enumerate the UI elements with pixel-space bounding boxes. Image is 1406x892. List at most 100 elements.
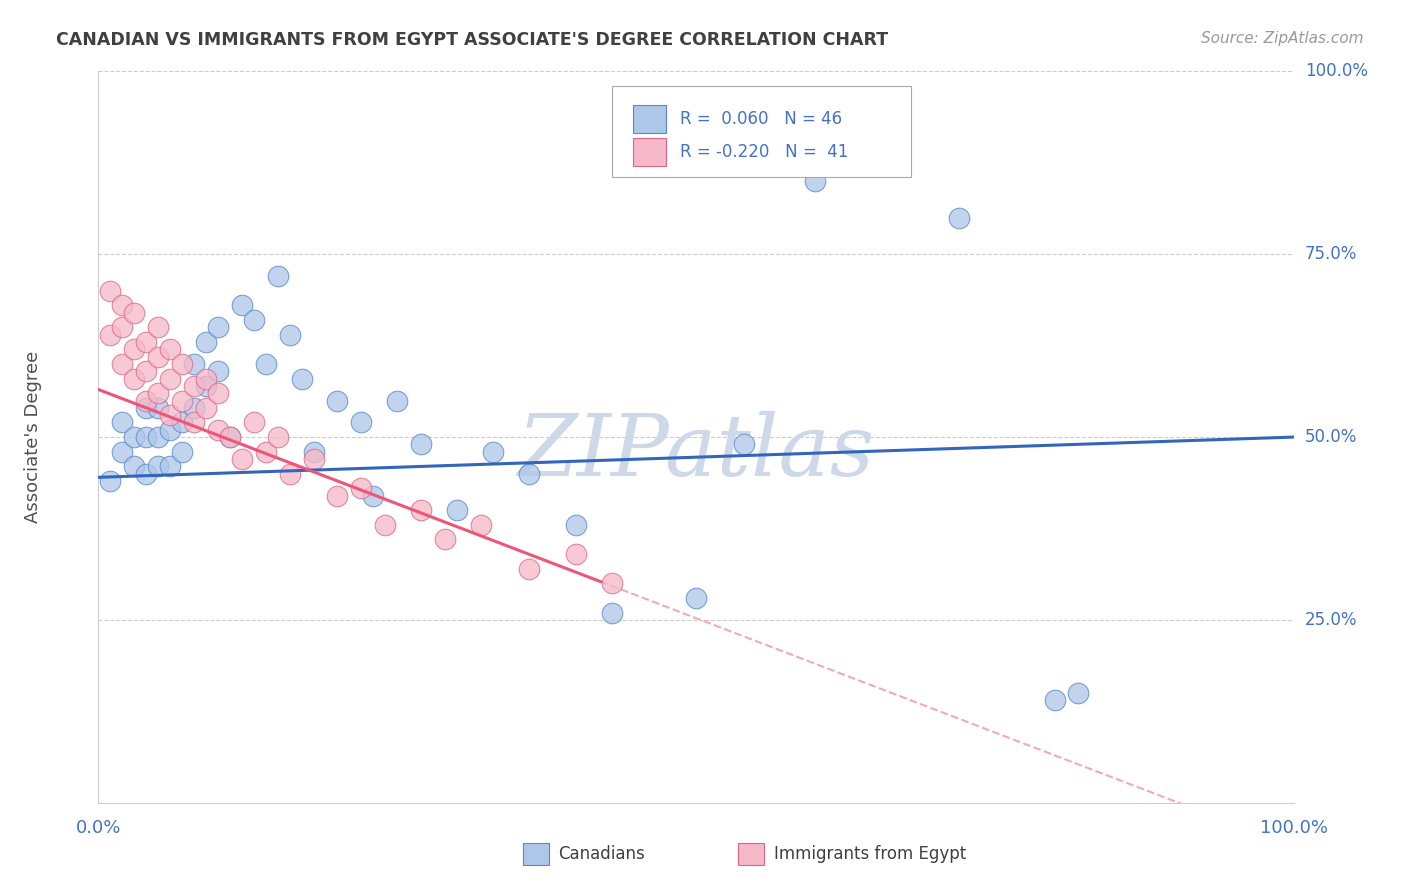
Point (195, 371, 218, 385)
Point (219, 430, 242, 444)
Text: 25.0%: 25.0% (1305, 611, 1357, 629)
Point (111, 444, 134, 458)
Point (135, 467, 157, 481)
Text: Associate's Degree: Associate's Degree (24, 351, 42, 524)
Point (852, 137, 875, 152)
Point (135, 364, 157, 378)
Point (207, 386, 229, 401)
Point (302, 452, 325, 467)
Point (135, 430, 157, 444)
Point (124, 306, 146, 320)
Point (231, 298, 253, 312)
Point (148, 386, 170, 401)
Point (219, 430, 242, 444)
Bar (633, 105, 666, 133)
Point (172, 444, 194, 458)
Point (565, 547, 588, 561)
Point (517, 562, 540, 576)
Text: CANADIAN VS IMMIGRANTS FROM EGYPT ASSOCIATE'S DEGREE CORRELATION CHART: CANADIAN VS IMMIGRANTS FROM EGYPT ASSOCI… (56, 31, 889, 49)
Point (135, 393, 157, 408)
Point (207, 320, 229, 334)
Text: Immigrants from Egypt: Immigrants from Egypt (773, 845, 966, 863)
Point (685, 591, 707, 605)
Point (411, 503, 433, 517)
Point (481, 444, 505, 458)
FancyBboxPatch shape (613, 86, 911, 178)
Point (135, 401, 157, 415)
Point (602, 576, 624, 591)
Bar (633, 138, 666, 166)
Point (135, 334, 157, 349)
Point (183, 357, 205, 371)
Point (172, 393, 194, 408)
Bar (738, 843, 763, 865)
Point (159, 343, 181, 357)
Point (195, 334, 218, 349)
Point (111, 357, 134, 371)
Point (172, 416, 194, 430)
Point (350, 481, 373, 495)
Point (98, 327, 122, 342)
Point (267, 430, 290, 444)
Point (124, 459, 146, 474)
Point (470, 517, 492, 532)
Point (148, 459, 170, 474)
Point (385, 393, 409, 408)
Text: Source: ZipAtlas.com: Source: ZipAtlas.com (1201, 31, 1364, 46)
Point (207, 423, 229, 437)
Point (159, 408, 181, 422)
Point (254, 444, 277, 458)
Point (302, 444, 325, 458)
Point (98, 284, 122, 298)
Point (278, 327, 301, 342)
Point (183, 401, 205, 415)
Point (111, 320, 134, 334)
Point (804, 174, 827, 188)
Text: 75.0%: 75.0% (1305, 245, 1357, 263)
Point (124, 371, 146, 385)
Text: ZIPatlas: ZIPatlas (517, 410, 875, 493)
Point (278, 467, 301, 481)
Point (243, 416, 266, 430)
Text: Canadians: Canadians (558, 845, 645, 863)
Text: R =  0.060   N = 46: R = 0.060 N = 46 (681, 110, 842, 128)
Point (148, 430, 170, 444)
Point (602, 606, 624, 620)
Point (159, 423, 181, 437)
Point (148, 350, 170, 364)
Point (517, 467, 540, 481)
Point (446, 503, 468, 517)
Text: R = -0.220   N =  41: R = -0.220 N = 41 (681, 143, 849, 161)
Point (411, 437, 433, 451)
Point (98, 474, 122, 488)
Text: 50.0%: 50.0% (1305, 428, 1357, 446)
Point (1067, 686, 1090, 700)
Point (124, 343, 146, 357)
Point (243, 313, 266, 327)
Point (374, 517, 396, 532)
Point (207, 364, 229, 378)
Point (267, 269, 290, 284)
Point (183, 416, 205, 430)
Point (733, 437, 755, 451)
Point (363, 489, 385, 503)
Point (326, 393, 349, 408)
Point (291, 371, 314, 385)
Point (254, 357, 277, 371)
Bar (523, 843, 548, 865)
Point (124, 430, 146, 444)
Point (159, 371, 181, 385)
Point (148, 320, 170, 334)
Point (1043, 693, 1066, 707)
Point (111, 416, 134, 430)
Point (172, 357, 194, 371)
Point (148, 401, 170, 415)
Point (434, 533, 457, 547)
Point (111, 298, 134, 312)
Point (195, 379, 218, 393)
Point (195, 401, 218, 415)
Point (231, 452, 253, 467)
Point (159, 459, 181, 474)
Text: 100.0%: 100.0% (1305, 62, 1368, 80)
Point (350, 416, 373, 430)
